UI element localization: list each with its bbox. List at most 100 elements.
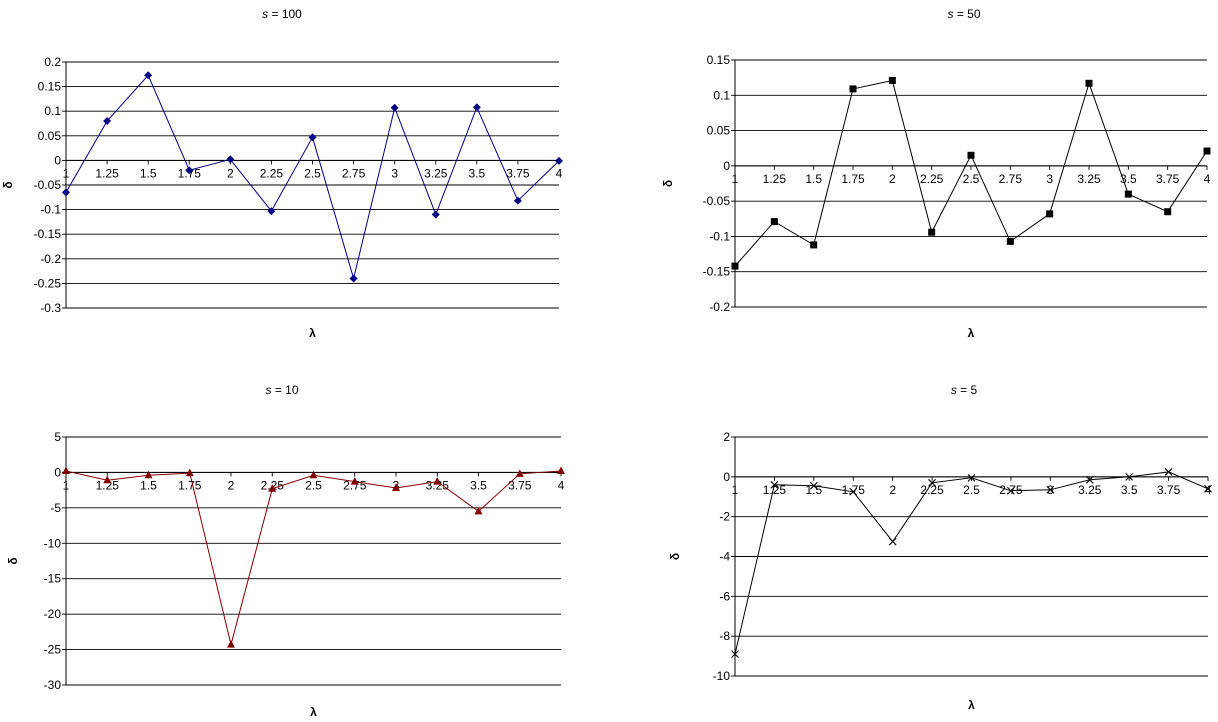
data-point-9 [392,483,400,492]
x-tick-label: 2 [227,166,234,180]
data-point-5 [888,76,896,84]
y-tick-label: -30 [44,678,62,692]
x-tick-label: 1.25 [763,483,787,497]
chart-panel-4: s = 520-2-4-6-8-101 1.25 1.5 1.75 2 2.25 2.5 2.… [668,383,1212,712]
y-tick-label: -25 [44,643,62,657]
data-point-6 [928,478,936,487]
data-point-6 [928,228,936,236]
chart-title-variable: s [951,383,957,397]
data-point-4 [185,166,194,175]
data-point-2 [770,218,778,226]
chart-title: s = 10 [265,383,298,397]
x-tick-label: 2.25 [260,166,284,180]
x-tick-label: 2 [889,483,896,497]
data-point-4 [849,85,857,93]
y-tick-label: -0.25 [34,276,62,290]
y-tick-label: -8 [719,629,730,643]
x-tick-label: 2.5 [304,166,321,180]
chart-panel-3: s = 10 5 0 -5 -10 -15 -20 -25 -30 1 1.25 1.5 1.75 2 2.… [6,383,565,719]
x-tick-label: 3.75 [1156,172,1180,186]
y-tick-label: -4 [719,550,730,564]
data-point-2 [770,480,779,489]
x-tick-label: 1.5 [140,478,157,492]
x-tick-label: 3.25 [1078,483,1102,497]
x-tick-label: 3.5 [468,166,485,180]
data-point-12 [1164,467,1173,476]
x-tick-label: 1.25 [96,478,120,492]
x-tick-label: 1 [63,166,70,180]
y-tick-label: 0 [54,465,61,479]
x-tick-label: 3.75 [1157,483,1181,497]
y-axis-label: δ [661,180,675,187]
x-tick-label: 1 [732,483,739,497]
data-point-8 [350,477,359,485]
data-point-6 [268,484,277,492]
x-tick-label: 2.75 [342,166,366,180]
x-axis-label: λ [309,326,316,340]
x-tick-label: 3.5 [1121,483,1138,497]
y-axis-label: δ [6,557,20,564]
y-tick-label: 0.05 [38,129,62,143]
y-tick-label: -0.15 [703,265,731,279]
data-point-13 [1204,484,1212,493]
data-point-1 [62,188,70,197]
chart-title: s = 100 [262,7,302,21]
x-tick-label: 4 [558,478,565,492]
y-tick-label: 0.05 [707,124,731,138]
y-axis-label: δ [1,181,15,188]
data-point-10 [433,477,442,485]
data-point-3 [810,241,818,249]
y-tick-label: -0.1 [709,229,730,243]
data-point-6 [267,207,276,216]
y-tick-label: -0.05 [34,178,62,192]
data-point-10 [1085,79,1093,87]
y-tick-label: -0.15 [34,227,62,241]
data-point-1 [731,262,739,270]
data-point-5 [888,537,897,546]
data-point-11 [1125,472,1134,481]
data-point-12 [515,469,524,477]
data-point-5 [227,640,235,648]
data-point-2 [103,117,112,126]
y-tick-label: -0.2 [709,300,730,314]
x-tick-label: 3.5 [470,478,487,492]
chart-title-variable: s [262,7,268,21]
y-tick-label: 2 [723,430,730,444]
data-point-11 [1124,190,1132,198]
y-tick-label: -0.1 [40,203,61,217]
chart-title-value: = 10 [271,383,298,397]
data-point-13 [1203,147,1211,155]
x-tick-label: 2 [228,478,235,492]
y-tick-label: -10 [44,536,62,550]
y-tick-label: -2 [719,510,730,524]
x-tick-label: 1 [63,478,70,492]
x-tick-label: 1.5 [805,172,822,186]
series-line [734,471,1209,655]
chart-title-value: = 50 [953,7,980,21]
x-tick-label: 1.75 [841,172,865,186]
data-point-7 [967,473,976,482]
y-tick-label: 0 [54,153,61,167]
x-axis-label: λ [968,698,975,712]
x-tick-label: 2.75 [999,483,1023,497]
chart-title-value: = 5 [957,383,978,397]
y-axis-label: δ [668,553,682,560]
data-point-1 [62,466,70,475]
x-tick-label: 3 [391,166,398,180]
x-tick-label: 2.5 [963,483,980,497]
x-tick-label: 2.25 [920,172,944,186]
data-point-2 [103,475,112,484]
data-point-7 [967,151,975,159]
data-point-7 [309,470,318,479]
x-axis-label: λ [968,326,975,340]
y-tick-label: 0.1 [44,104,61,118]
data-point-10 [1085,475,1094,484]
y-tick-label: -5 [50,501,61,515]
y-tick-label: -0.2 [40,252,61,266]
x-tick-label: 3.75 [508,478,532,492]
x-tick-label: 3.25 [1077,172,1101,186]
x-tick-label: 2.5 [305,478,322,492]
x-tick-label: 3.25 [426,478,450,492]
data-point-12 [1164,208,1172,216]
